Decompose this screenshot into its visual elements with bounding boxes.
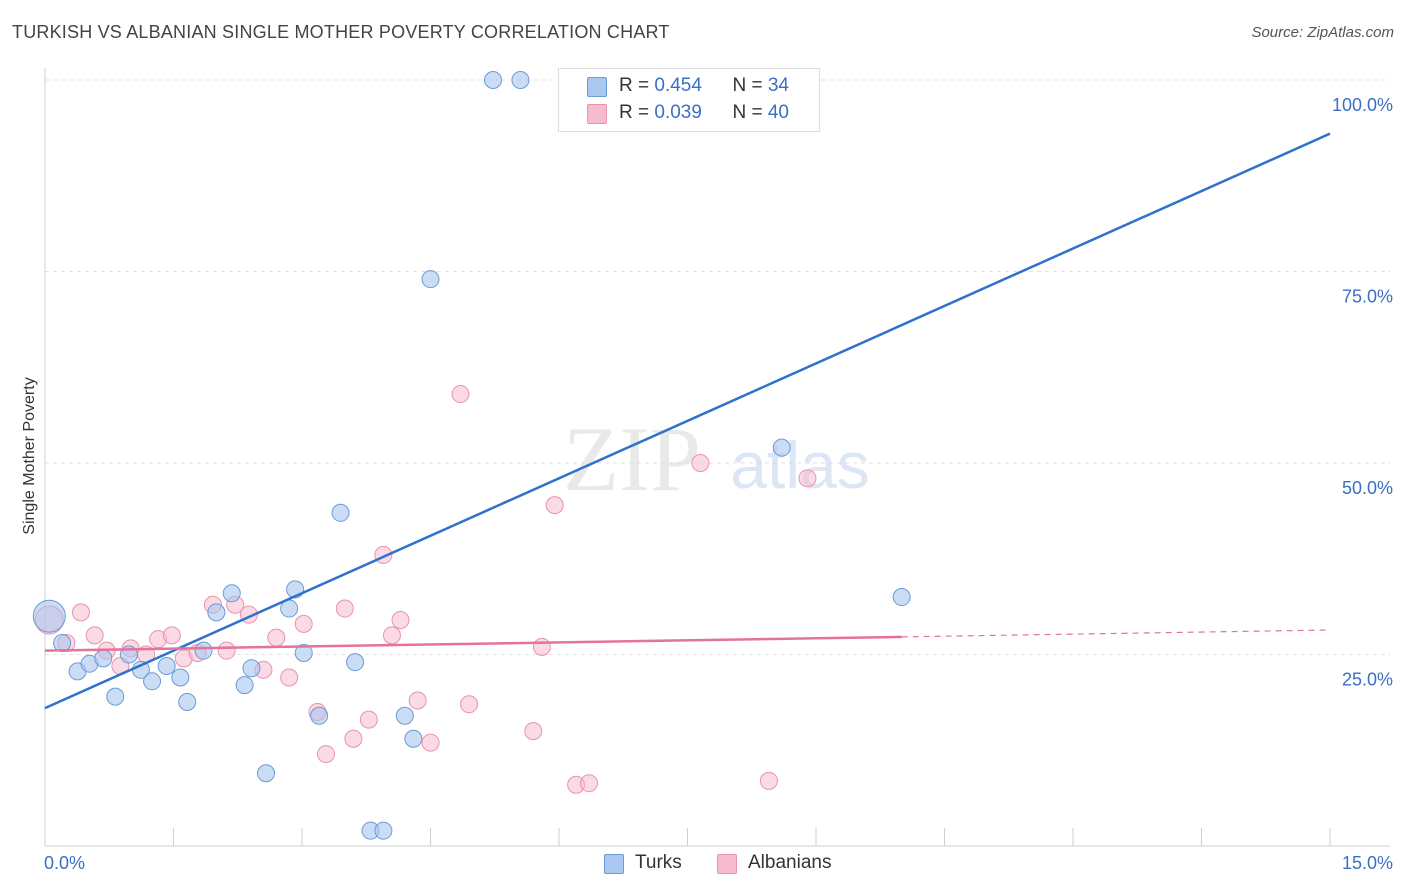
albanians-point-22 (335, 599, 354, 618)
albanians-trend-line (44, 635, 902, 652)
y-tick-label-0: 25.0% (1342, 670, 1393, 690)
grid-lines (45, 79, 1390, 655)
albanians-point-13 (217, 641, 236, 660)
turks-point-8 (143, 672, 162, 691)
turks-swatch (587, 77, 607, 97)
turks-points (32, 71, 911, 840)
y-tick-label-2: 75.0% (1342, 287, 1393, 307)
turks-legend-swatch (604, 854, 624, 874)
albanians-point-2 (71, 603, 90, 622)
albanians-point-32 (524, 722, 543, 741)
turks-r-value: 0.454 (654, 75, 702, 96)
albanians-legend-label: Albanians (748, 852, 832, 873)
turks-point-29 (484, 71, 503, 89)
albanians-point-26 (382, 626, 401, 645)
turks-point-10 (171, 668, 190, 687)
turks-point-11 (178, 692, 197, 711)
albanians-point-29 (421, 733, 440, 752)
source-label: Source: ZipAtlas.com (1251, 24, 1394, 41)
albanians-swatch (587, 104, 607, 124)
turks-point-20 (294, 643, 313, 662)
x-tick-label-1: 15.0% (1342, 853, 1393, 873)
turks-point-21 (310, 706, 329, 725)
legend-row-albanians: R = 0.039 N = 40 (587, 102, 789, 124)
trend-lines (44, 132, 1331, 710)
albanians-point-21 (316, 745, 335, 764)
turks-point-27 (404, 729, 423, 748)
albanians-point-30 (451, 385, 470, 404)
turks-point-15 (235, 676, 254, 695)
legend: R = 0.454 N = 34 R = 0.039 N = 40 (558, 68, 820, 132)
turks-point-0 (32, 599, 66, 633)
turks-point-17 (257, 764, 276, 783)
albanians-point-39 (798, 469, 817, 488)
turks-point-25 (374, 821, 393, 840)
albanians-point-37 (691, 454, 710, 472)
turks-legend-label: Turks (635, 852, 682, 873)
y-tick-label-3: 100.0% (1332, 95, 1393, 115)
albanians-r-value: 0.039 (654, 102, 702, 123)
turks-point-23 (346, 653, 365, 672)
albanians-point-9 (162, 626, 181, 645)
turks-point-1 (53, 634, 72, 653)
albanians-point-27 (391, 611, 410, 630)
legend-row-turks: R = 0.454 N = 34 (587, 75, 789, 97)
albanians-n-value: 40 (767, 102, 789, 123)
albanians-point-17 (267, 628, 286, 647)
turks-point-9 (157, 656, 176, 675)
albanians-point-33 (532, 637, 551, 656)
albanians-point-23 (344, 729, 363, 748)
albanians-point-18 (280, 668, 299, 687)
turks-n-value: 34 (767, 75, 789, 96)
albanians-point-19 (294, 614, 313, 633)
albanians-point-24 (359, 710, 378, 729)
turks-point-30 (511, 71, 530, 89)
y-tick-label-1: 50.0% (1342, 478, 1393, 498)
turks-point-13 (207, 603, 226, 622)
turks-point-32 (772, 438, 791, 457)
albanians-point-31 (460, 695, 479, 714)
axes (44, 68, 1390, 847)
turks-point-14 (222, 584, 241, 603)
chart-title: TURKISH VS ALBANIAN SINGLE MOTHER POVERT… (12, 22, 670, 42)
albanians-trend-extension (901, 629, 1331, 638)
albanians-point-34 (545, 496, 564, 515)
albanians-point-36 (579, 774, 598, 793)
watermark-atlas: atlas (730, 428, 869, 502)
turks-point-28 (421, 270, 440, 289)
watermark: ZIP atlas (563, 408, 870, 510)
turks-point-5 (106, 687, 125, 706)
albanians-point-38 (759, 771, 778, 790)
x-tick-label-0: 0.0% (44, 853, 85, 873)
turks-point-33 (892, 588, 911, 607)
turks-point-26 (395, 706, 414, 725)
turks-point-16 (242, 659, 261, 678)
tick-labels: 25.0% 50.0% 75.0% 100.0% 0.0% 15.0% (44, 95, 1393, 873)
albanians-point-28 (408, 691, 427, 710)
albanians-legend-swatch (717, 854, 737, 874)
turks-trend-line (44, 132, 1331, 710)
turks-point-4 (94, 649, 113, 668)
turks-point-12 (194, 641, 213, 660)
albanians-point-3 (85, 626, 104, 645)
turks-point-22 (331, 503, 350, 522)
